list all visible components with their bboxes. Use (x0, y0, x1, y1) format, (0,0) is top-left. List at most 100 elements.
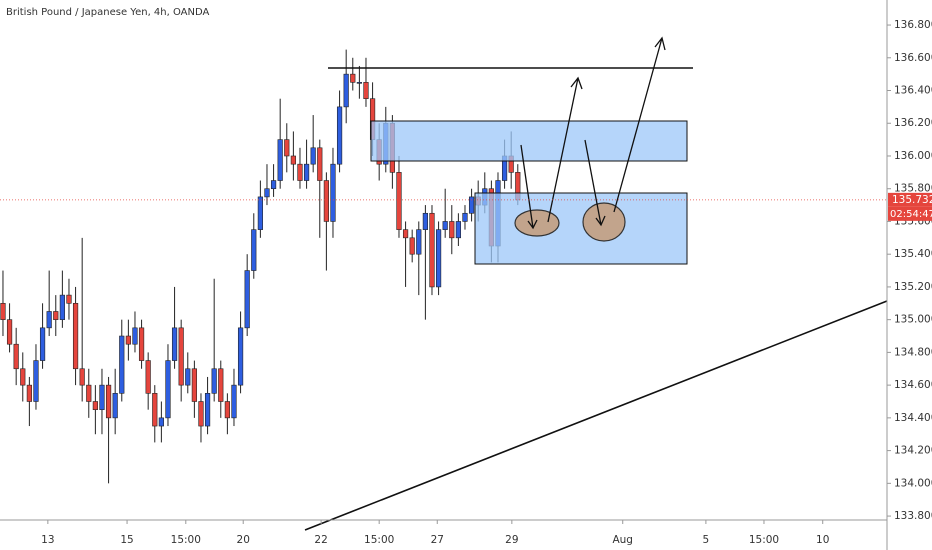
candle-body (343, 73, 349, 108)
candle-body (310, 147, 316, 165)
candle-body (26, 384, 32, 402)
candle-body (270, 180, 277, 190)
candle-body (435, 229, 442, 288)
candle-body (112, 393, 118, 419)
countdown-box (888, 206, 932, 221)
zone-box (474, 192, 688, 265)
target-ellipse (514, 209, 560, 237)
candle-body (297, 163, 303, 181)
y-tick-label: 134.400 (894, 412, 932, 424)
candle-body (303, 163, 310, 181)
last-price-box (888, 192, 932, 207)
y-tick-label: 134.800 (894, 346, 932, 358)
candle-body (409, 237, 415, 255)
candle-body (33, 360, 39, 402)
y-tick-label: 135.000 (894, 314, 932, 326)
y-tick-label: 134.000 (894, 477, 932, 489)
candle-body (138, 327, 145, 361)
candle-body (257, 196, 263, 230)
x-tick-label: 15:00 (171, 534, 201, 546)
candle-body (0, 302, 6, 320)
chart-title: British Pound / Japanese Yen, 4h, OANDA (6, 7, 210, 18)
last-price-label: 135.732 (892, 194, 932, 206)
y-tick-label: 133.800 (894, 510, 932, 522)
y-tick-label: 135.800 (894, 183, 932, 195)
x-tick-label: Aug (612, 534, 633, 546)
y-tick-label: 134.600 (894, 379, 932, 391)
drawings (304, 36, 888, 531)
candle-body (158, 417, 164, 427)
x-tick-label: 10 (816, 534, 829, 546)
trend-line (304, 300, 888, 531)
candle-body (402, 229, 409, 239)
arrow (584, 139, 606, 227)
arrow (520, 144, 538, 230)
candle-body (145, 360, 151, 394)
candle-body (6, 319, 13, 345)
candle-body (449, 221, 455, 239)
x-tick-label: 29 (505, 534, 518, 546)
arrows (520, 36, 666, 230)
candle-body (125, 335, 131, 345)
candle-body (468, 196, 475, 214)
y-tick-label: 135.200 (894, 281, 932, 293)
candle-body (237, 327, 244, 386)
candle-body (356, 82, 362, 84)
candle-body (264, 188, 270, 198)
candle-body (317, 147, 323, 181)
candle-body (204, 393, 211, 427)
candle-body (185, 368, 191, 386)
candle-body (323, 180, 329, 222)
candle-body (165, 360, 171, 419)
y-tick-label: 136.800 (894, 19, 932, 31)
candle-body (59, 294, 65, 320)
candle-body (105, 384, 112, 419)
candle-body (330, 163, 336, 222)
candle-body (455, 221, 461, 239)
y-tick-label: 136.400 (894, 85, 932, 97)
x-tick-label: 13 (41, 534, 54, 546)
candle-body (198, 401, 204, 427)
candle-body (350, 73, 356, 83)
x-tick-label: 15:00 (749, 534, 779, 546)
x-tick-label: 15 (120, 534, 133, 546)
candle-body (99, 384, 105, 410)
candle-body (231, 384, 237, 419)
candle-body (191, 368, 197, 402)
y-tick-label: 136.200 (894, 117, 932, 129)
x-tick-label: 22 (314, 534, 327, 546)
candle-body (416, 229, 422, 255)
x-tick-label: 27 (431, 534, 444, 546)
candle-body (429, 212, 435, 288)
candle-body (396, 172, 402, 230)
candle-body (132, 327, 138, 345)
candle-body (462, 212, 468, 222)
candle-body (284, 139, 290, 157)
candle-body (72, 302, 79, 370)
candle-body (178, 327, 184, 386)
candle-body (211, 368, 217, 394)
x-tick-label: 20 (237, 534, 250, 546)
y-tick-label: 136.000 (894, 150, 932, 162)
candle-body (86, 384, 92, 402)
candle-body (66, 294, 72, 304)
y-tick-label: 136.600 (894, 52, 932, 64)
candle-body (119, 335, 125, 394)
y-tick-label: 135.400 (894, 248, 932, 260)
arrow (547, 76, 583, 223)
candle-body (171, 327, 178, 361)
x-tick-label: 5 (703, 534, 710, 546)
candle-body (290, 155, 296, 165)
candle-body (20, 368, 26, 386)
candle-body (218, 368, 224, 402)
candle-body (53, 311, 59, 320)
y-tick-label: 134.200 (894, 445, 932, 457)
candle-body (244, 270, 250, 329)
countdown-label: 02:54:47 (890, 209, 932, 220)
candle-body (442, 221, 448, 230)
candle-body (79, 368, 85, 386)
x-tick-label: 15:00 (364, 534, 394, 546)
